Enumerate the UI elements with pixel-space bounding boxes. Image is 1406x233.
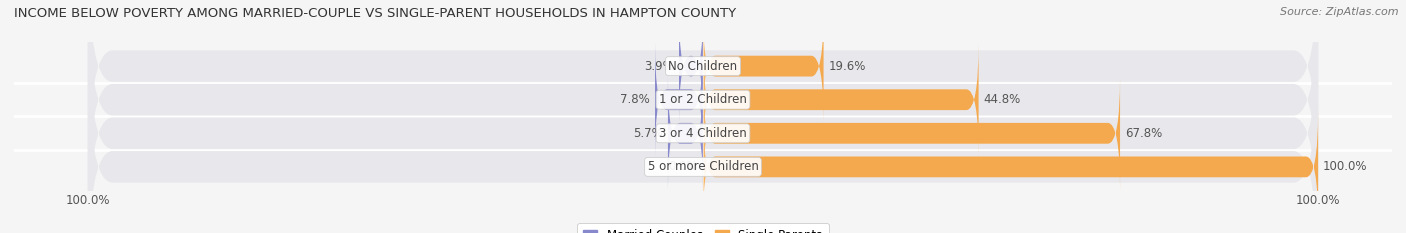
Legend: Married Couples, Single Parents: Married Couples, Single Parents	[578, 223, 828, 233]
Text: No Children: No Children	[668, 60, 738, 73]
Text: 67.8%: 67.8%	[1125, 127, 1163, 140]
FancyBboxPatch shape	[703, 43, 979, 157]
Text: 1 or 2 Children: 1 or 2 Children	[659, 93, 747, 106]
Text: 3.9%: 3.9%	[644, 60, 673, 73]
Text: 5 or more Children: 5 or more Children	[648, 160, 758, 173]
Text: 44.8%: 44.8%	[984, 93, 1021, 106]
FancyBboxPatch shape	[668, 76, 703, 190]
FancyBboxPatch shape	[87, 48, 1319, 233]
FancyBboxPatch shape	[87, 15, 1319, 233]
Text: INCOME BELOW POVERTY AMONG MARRIED-COUPLE VS SINGLE-PARENT HOUSEHOLDS IN HAMPTON: INCOME BELOW POVERTY AMONG MARRIED-COUPL…	[14, 7, 737, 20]
Text: 3 or 4 Children: 3 or 4 Children	[659, 127, 747, 140]
Text: 7.8%: 7.8%	[620, 93, 650, 106]
FancyBboxPatch shape	[679, 9, 703, 123]
Text: Source: ZipAtlas.com: Source: ZipAtlas.com	[1281, 7, 1399, 17]
FancyBboxPatch shape	[87, 0, 1319, 218]
FancyBboxPatch shape	[655, 43, 703, 157]
Text: 5.7%: 5.7%	[633, 127, 664, 140]
Text: 0.0%: 0.0%	[668, 160, 697, 173]
FancyBboxPatch shape	[703, 110, 1319, 224]
FancyBboxPatch shape	[87, 0, 1319, 185]
Text: 19.6%: 19.6%	[828, 60, 866, 73]
Text: 100.0%: 100.0%	[1323, 160, 1368, 173]
FancyBboxPatch shape	[703, 76, 1121, 190]
FancyBboxPatch shape	[703, 9, 824, 123]
